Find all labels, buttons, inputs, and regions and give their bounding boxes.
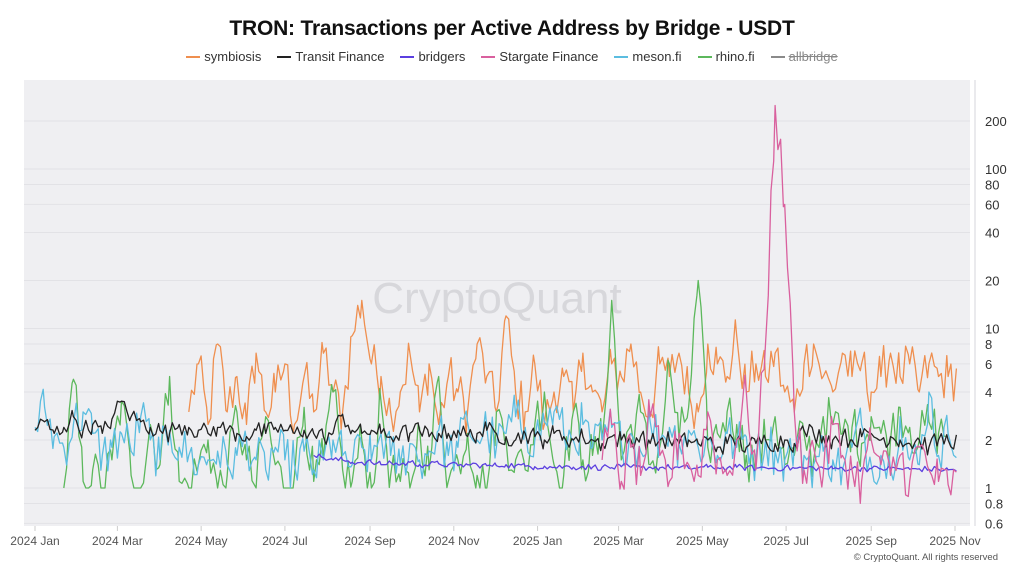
x-tick-label: 2024 Mar — [92, 534, 143, 548]
y-tick-label: 2 — [985, 433, 992, 448]
series-line-stargate-finance — [601, 104, 957, 504]
legend-item-meson-fi[interactable]: meson.fi — [614, 49, 682, 64]
copyright-footer: © CryptoQuant. All rights reserved — [853, 552, 998, 563]
chart-title: TRON: Transactions per Active Address by… — [229, 17, 795, 40]
x-tick-label: 2025 Jul — [763, 534, 808, 548]
series-line-meson-fi — [34, 388, 957, 489]
series-group — [34, 104, 958, 504]
x-axis-ticks: 2024 Jan 2024 Mar 2024 May 2024 Jul 2024 Sep… — [10, 526, 981, 548]
y-tick-label: 6 — [985, 357, 992, 372]
legend-label: meson.fi — [632, 49, 682, 64]
y-tick-label: 200 — [985, 114, 1007, 129]
x-tick-label: 2024 Nov — [428, 534, 479, 548]
y-tick-label: 60 — [985, 197, 999, 212]
legend-swatch — [277, 55, 292, 58]
legend-swatch — [186, 55, 201, 58]
legend-item-rhino-fi[interactable]: rhino.fi — [697, 49, 755, 64]
plot-area — [24, 80, 970, 526]
x-tick-label: 2024 Jan — [10, 534, 59, 548]
x-tick-label: 2025 Mar — [593, 534, 644, 548]
legend-swatch — [614, 55, 629, 58]
legend-swatch — [481, 55, 496, 58]
y-tick-label: 0.8 — [985, 496, 1003, 511]
legend-item-allbridge[interactable]: allbridge — [770, 49, 838, 64]
chart-legend: symbiosis Transit Finance bridgers Starg… — [0, 49, 1024, 64]
legend-swatch — [697, 55, 712, 58]
legend-label: Transit Finance — [295, 49, 385, 64]
series-line-symbiosis — [188, 299, 958, 435]
legend-label: allbridge — [788, 49, 838, 64]
x-tick-label: 2024 Jul — [262, 534, 307, 548]
legend-swatch — [400, 55, 415, 58]
legend-item-symbiosis[interactable]: symbiosis — [186, 49, 261, 64]
x-tick-label: 2025 Sep — [846, 534, 898, 548]
y-tick-label: 4 — [985, 385, 992, 400]
legend-item-stargate-finance[interactable]: Stargate Finance — [481, 49, 598, 64]
legend-swatch — [770, 55, 785, 58]
x-tick-label: 2024 May — [175, 534, 228, 548]
series-line-transit-finance — [34, 400, 958, 456]
legend-item-transit-finance[interactable]: Transit Finance — [277, 49, 384, 64]
legend-label: symbiosis — [204, 49, 262, 64]
y-tick-label: 20 — [985, 273, 999, 288]
y-tick-label: 1 — [985, 481, 992, 496]
legend-label: rhino.fi — [715, 49, 755, 64]
legend-label: Stargate Finance — [499, 49, 599, 64]
x-tick-label: 2024 Sep — [344, 534, 396, 548]
x-tick-label: 2025 Nov — [929, 534, 980, 548]
legend-item-bridgers[interactable]: bridgers — [400, 49, 465, 64]
y-tick-label: 100 — [985, 162, 1007, 177]
y-tick-label: 10 — [985, 322, 999, 337]
y-tick-label: 8 — [985, 337, 992, 352]
x-tick-label: 2025 May — [676, 534, 729, 548]
watermark: CryptoQuant — [372, 274, 621, 323]
y-tick-label: 0.6 — [985, 516, 1003, 531]
y-tick-label: 40 — [985, 225, 999, 240]
y-tick-label: 80 — [985, 177, 999, 192]
x-tick-label: 2025 Jan — [513, 534, 562, 548]
legend-label: bridgers — [418, 49, 466, 64]
